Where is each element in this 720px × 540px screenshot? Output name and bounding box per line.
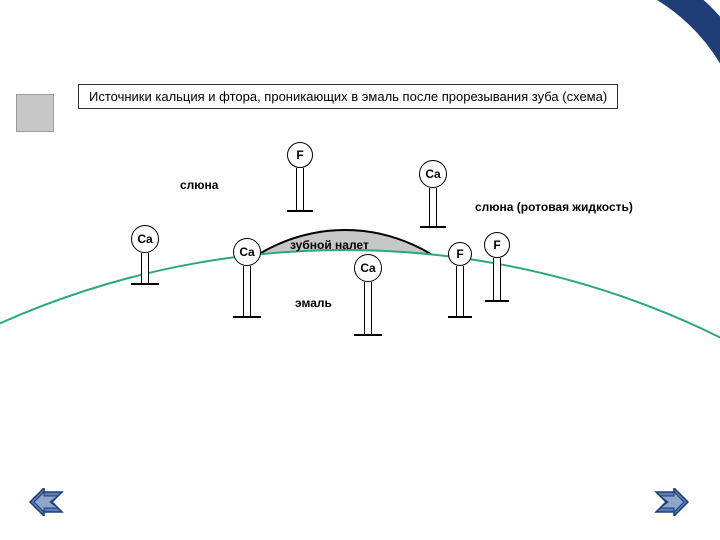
pin-head: F [484, 232, 510, 258]
pin-stem [141, 253, 149, 283]
label-plaque: зубной налет [290, 238, 369, 252]
nav-next-button[interactable] [654, 488, 690, 516]
pin-ca-left: Ca [131, 225, 159, 285]
pin-base [287, 210, 313, 212]
pin-ca-bottom: Ca [354, 254, 382, 336]
pin-stem [296, 168, 304, 210]
pin-base [131, 283, 159, 285]
nav-prev-button[interactable] [28, 488, 64, 516]
pin-f-right-1: F [448, 242, 472, 318]
pin-head: Ca [419, 160, 447, 188]
pin-ca-mid: Ca [233, 238, 261, 318]
chevron-left-icon [28, 488, 64, 516]
pin-stem [456, 266, 464, 316]
pin-stem [243, 266, 251, 316]
pin-stem [493, 258, 501, 300]
pin-stem [364, 282, 372, 334]
label-saliva-right: слюна (ротовая жидкость) [475, 200, 633, 214]
pin-head: F [287, 142, 313, 168]
pin-f-right-2: F [484, 232, 510, 302]
pin-base [233, 316, 261, 318]
pin-head: Ca [131, 225, 159, 253]
pin-ca-top-right: Ca [419, 160, 447, 228]
chevron-right-icon [654, 488, 690, 516]
label-enamel: эмаль [295, 296, 332, 310]
pin-head: F [448, 242, 472, 266]
pin-stem [429, 188, 437, 226]
label-saliva-left: слюна [180, 178, 218, 192]
pin-base [354, 334, 382, 336]
pin-head: Ca [233, 238, 261, 266]
pin-base [420, 226, 446, 228]
pin-base [448, 316, 472, 318]
pin-base [485, 300, 509, 302]
pin-head: Ca [354, 254, 382, 282]
pin-f-top: F [287, 142, 313, 212]
pins-layer: CaFCaCaCaFF [0, 0, 720, 540]
